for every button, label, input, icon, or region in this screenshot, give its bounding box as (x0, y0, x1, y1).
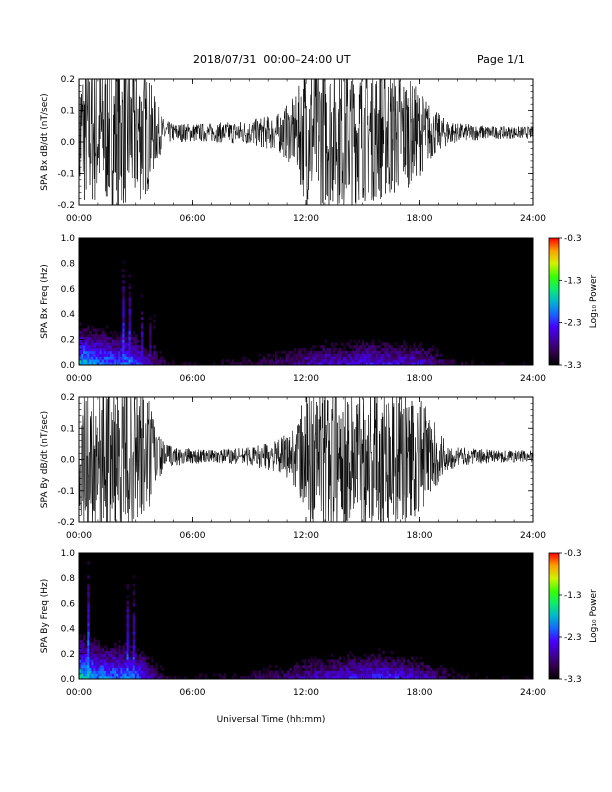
x-tick-label: 00:00 (66, 688, 92, 698)
x-tick-label: 00:00 (66, 531, 92, 541)
panel-1: 00:00 06:00 12:00 18:00 24:00 -0.2 -0.1 0.0 0.1 0… (40, 75, 546, 224)
y-tick-label: -0.2 (57, 201, 75, 211)
x-tick-label: 12:00 (293, 531, 319, 541)
x-tick-label: 24:00 (520, 214, 546, 224)
colorbar-label: Log₁₀ Power (589, 275, 599, 329)
x-tick-label: 18:00 (407, 531, 433, 541)
colorbar (548, 552, 560, 680)
colorbar-tick-label: -1.3 (564, 591, 582, 601)
colorbar-tick-label: -2.3 (564, 319, 582, 329)
x-tick-label: 18:00 (407, 374, 433, 384)
y-tick-label: 0.6 (61, 599, 76, 609)
spectrogram-background (79, 238, 533, 365)
y-tick-label: 0.2 (61, 393, 75, 403)
spectrogram-background (79, 553, 533, 679)
colorbar-label: Log₁₀ Power (589, 589, 599, 643)
x-tick-label: 12:00 (293, 688, 319, 698)
y-tick-label: 0.2 (61, 650, 75, 660)
y-tick-label: 0.8 (61, 259, 76, 269)
y-tick-label: -0.2 (57, 518, 75, 528)
spectrogram-cells (79, 561, 530, 680)
y-tick-label: -0.1 (57, 170, 75, 180)
y-tick-label: 0.1 (61, 107, 75, 117)
panel-4: -0.3 -1.3 -2.3 -3.3 Log₁₀ Power 00:00 06:00 12:… (40, 549, 599, 698)
x-tick-label: 24:00 (520, 374, 546, 384)
spectrogram-cells (79, 260, 526, 366)
x-tick-label: 06:00 (180, 214, 206, 224)
x-tick-label: 06:00 (180, 374, 206, 384)
x-tick-label: 06:00 (180, 531, 206, 541)
y-axis-label: SPA By Freq (Hz) (40, 579, 50, 654)
y-tick-label: 1.0 (61, 234, 76, 244)
y-axis-label: SPA Bx Freq (Hz) (40, 264, 50, 339)
x-tick-label: 06:00 (180, 688, 206, 698)
y-tick-label: 0.6 (61, 285, 76, 295)
x-tick-label: 12:00 (293, 374, 319, 384)
y-tick-label: -0.1 (57, 487, 75, 497)
x-tick-label: 24:00 (520, 688, 546, 698)
y-tick-label: 0.0 (61, 675, 76, 685)
x-tick-label: 12:00 (293, 214, 319, 224)
panel-2: -0.3 -1.3 -2.3 -3.3 Log₁₀ Power 00:00 06:00 12:… (40, 234, 599, 384)
colorbar-tick-label: -2.3 (564, 633, 582, 643)
x-tick-label: 00:00 (66, 214, 92, 224)
colorbar-tick-label: -1.3 (564, 276, 582, 286)
y-tick-label: 0.8 (61, 574, 76, 584)
panel-3: 00:00 06:00 12:00 18:00 24:00 -0.2 -0.1 0.0 0.1 0… (40, 393, 546, 541)
y-tick-label: 0.1 (61, 424, 75, 434)
x-tick-label: 18:00 (407, 214, 433, 224)
y-tick-label: 1.0 (61, 549, 76, 559)
y-tick-label: 0.4 (61, 625, 76, 635)
colorbar-tick-label: -3.3 (564, 361, 582, 371)
y-tick-label: 0.0 (61, 361, 76, 371)
trace-line (79, 79, 533, 205)
colorbar-tick-label: -3.3 (564, 675, 582, 685)
x-tick-label: 18:00 (407, 688, 433, 698)
y-tick-label: 0.0 (61, 138, 76, 148)
page-indicator: Page 1/1 (477, 53, 525, 66)
colorbar (548, 237, 560, 366)
y-tick-label: 0.4 (61, 310, 76, 320)
y-axis-label: SPA Bx dB/dt (nT/sec) (40, 93, 50, 190)
colorbar-tick-label: -0.3 (564, 234, 582, 244)
y-axis-label: SPA By dB/dt (nT/sec) (40, 411, 50, 508)
x-tick-label: 00:00 (66, 374, 92, 384)
x-axis-label: Universal Time (hh:mm) (217, 715, 326, 725)
x-tick-label: 24:00 (520, 531, 546, 541)
y-tick-label: 0.0 (61, 456, 76, 466)
colorbar-tick-label: -0.3 (564, 549, 582, 559)
y-tick-label: 0.2 (61, 336, 75, 346)
plot-title: 2018/07/31 00:00–24:00 UT (193, 53, 351, 66)
y-tick-label: 0.2 (61, 75, 75, 85)
trace-line (79, 397, 533, 522)
